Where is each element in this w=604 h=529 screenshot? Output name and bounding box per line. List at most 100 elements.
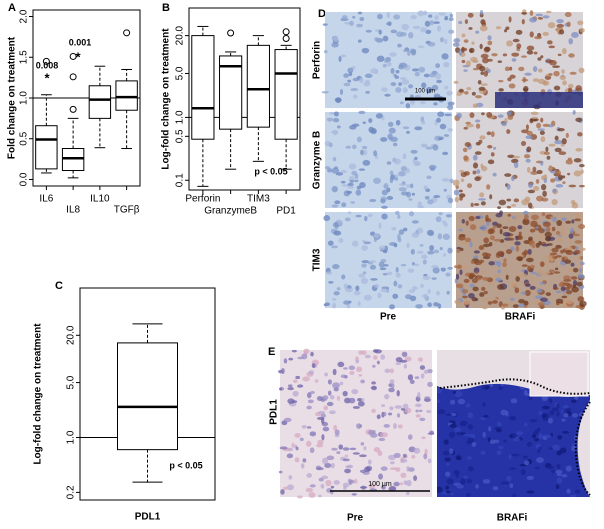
cell <box>442 233 450 240</box>
cell <box>361 260 370 264</box>
cell <box>509 434 514 438</box>
cell <box>406 490 410 496</box>
cell <box>552 444 560 451</box>
cell <box>544 75 552 80</box>
cell <box>487 282 495 285</box>
cell <box>553 271 561 274</box>
cell <box>458 228 463 232</box>
cell <box>423 369 429 374</box>
cell <box>445 214 453 218</box>
cell <box>547 417 554 424</box>
cell <box>386 161 392 165</box>
cell <box>383 264 389 267</box>
cell <box>506 40 513 47</box>
cell <box>452 391 457 395</box>
cell <box>343 300 351 305</box>
cell <box>380 137 388 142</box>
cell <box>332 222 339 228</box>
cell <box>399 359 408 363</box>
cell <box>565 220 572 224</box>
cell <box>546 465 555 470</box>
y-tick-label: 0.5 <box>175 129 186 143</box>
cell <box>528 236 533 241</box>
cell <box>448 17 454 22</box>
cell <box>543 151 550 155</box>
cell <box>579 247 586 251</box>
cell <box>361 47 370 54</box>
column-label: BRAFi <box>497 513 528 524</box>
cell <box>445 485 450 490</box>
cell <box>322 426 330 432</box>
cell <box>542 123 550 127</box>
cell <box>550 178 556 183</box>
cell <box>449 423 457 429</box>
cell <box>509 74 516 79</box>
cell <box>314 379 319 383</box>
cell <box>309 431 317 437</box>
cell <box>460 47 468 52</box>
cell <box>384 93 391 97</box>
cell <box>356 136 362 143</box>
cell <box>407 434 413 440</box>
cell <box>348 365 356 371</box>
cell <box>534 438 540 442</box>
cell <box>482 479 491 484</box>
cell <box>370 278 378 281</box>
cell <box>535 13 544 17</box>
cell <box>358 39 362 43</box>
cell <box>565 132 569 138</box>
cell <box>470 260 475 265</box>
cell <box>567 87 573 93</box>
cell <box>476 275 482 281</box>
cell <box>384 393 390 400</box>
cell <box>556 477 563 484</box>
cell <box>580 261 585 266</box>
cell <box>505 274 509 280</box>
cell <box>378 473 383 480</box>
cell <box>453 189 460 196</box>
annotation: 0.001 <box>69 37 92 47</box>
cell <box>371 385 377 391</box>
cell <box>311 363 316 369</box>
cell <box>397 237 402 243</box>
cell <box>567 157 572 161</box>
cell <box>492 221 499 226</box>
cell <box>462 289 469 294</box>
cell <box>331 42 339 48</box>
cell <box>355 189 362 196</box>
cell <box>480 163 484 169</box>
cell <box>381 484 386 490</box>
cell <box>464 91 469 95</box>
cell <box>540 160 544 166</box>
cell <box>428 14 433 18</box>
cell <box>417 357 424 362</box>
cell <box>411 261 416 266</box>
x-tick-label: TGFβ <box>114 205 140 216</box>
cell <box>392 142 398 147</box>
cell <box>525 257 534 263</box>
cell <box>426 175 432 180</box>
cell <box>555 403 560 409</box>
cell <box>461 59 466 64</box>
cell <box>320 413 326 418</box>
cell <box>343 82 351 87</box>
cell <box>408 198 413 201</box>
cell <box>355 285 360 292</box>
cell <box>556 219 563 227</box>
cell <box>395 266 399 273</box>
cell <box>534 466 541 470</box>
micrograph <box>453 210 587 310</box>
cell <box>283 358 288 364</box>
cell <box>475 484 479 489</box>
cell <box>556 23 565 28</box>
cell <box>460 241 468 245</box>
cell <box>309 484 316 488</box>
cell <box>472 286 479 292</box>
cell <box>487 301 493 305</box>
cell <box>455 283 464 289</box>
cell <box>332 297 337 301</box>
cell <box>283 417 292 423</box>
cell <box>367 213 373 218</box>
cell <box>507 213 512 217</box>
cell <box>302 376 310 382</box>
